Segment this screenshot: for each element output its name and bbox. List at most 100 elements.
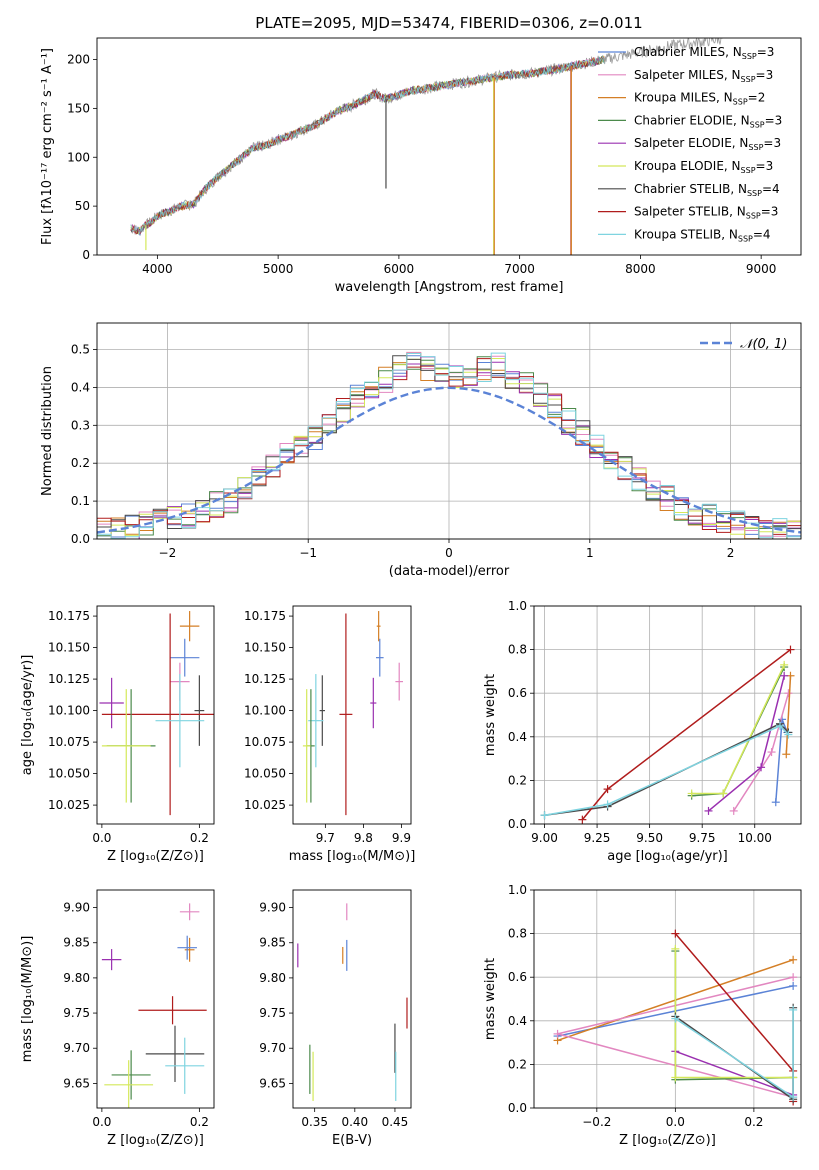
legend-sub: SSP — [738, 234, 753, 243]
y-tick-label: 0.8 — [508, 643, 527, 657]
mass-vs-extinction-chart: 0.35 0.40 0.45 9.65 9.70 9.75 9.80 9.85 9.90 E(B-… — [259, 889, 412, 1148]
axes-frame — [533, 605, 802, 825]
legend-text: Kroupa MILES, N — [634, 91, 733, 105]
histogram-step — [97, 352, 801, 539]
y-axis-label: age [log₁₀(age/yr)] — [20, 655, 35, 776]
axes-frame — [96, 37, 802, 256]
y-tick-label: 10.125 — [244, 672, 286, 686]
model-spectrum-line — [130, 55, 605, 235]
y-tick-label: 0.4 — [71, 380, 90, 394]
axes-frame — [292, 605, 412, 825]
plot-area — [97, 351, 801, 539]
mass-weight-vs-age-chart: 9.00 9.25 9.50 9.75 10.00 0.0 0.2 0.4 0.6 0.8 1.0 a… — [483, 599, 802, 864]
y-tick-label: 0.0 — [508, 1101, 527, 1115]
legend-entry: Salpeter MILES, NSSP=3 — [634, 68, 773, 84]
y-tick-label: 10.050 — [48, 767, 90, 781]
y-tick-label: 200 — [67, 53, 90, 67]
y-tick-label: 0.5 — [71, 343, 90, 357]
weight-line — [544, 724, 789, 817]
legend-suffix: =3 — [761, 205, 779, 219]
weight-line — [674, 1009, 794, 1099]
legend-entry: Kroupa ELODIE, NSSP=3 — [634, 159, 773, 175]
legend-suffix: =3 — [756, 159, 774, 173]
y-tick-label: 100 — [67, 150, 90, 164]
y-tick-label: 1.0 — [508, 883, 527, 897]
x-tick-label: −0.2 — [582, 1115, 611, 1129]
y-tick-label: 10.100 — [48, 704, 90, 718]
y-axis-label: Normed distribution — [40, 366, 55, 496]
x-tick-label: 4000 — [142, 262, 173, 276]
y-tick-label: 10.025 — [48, 798, 90, 812]
legend-text: Chabrier STELIB, N — [634, 182, 747, 196]
y-tick-label: 10.025 — [244, 798, 286, 812]
axes-frame — [96, 889, 215, 1109]
legend-sub: SSP — [742, 52, 757, 61]
plot-area — [553, 929, 798, 1106]
legend-sub: SSP — [746, 212, 761, 221]
gaussian-curve — [97, 386, 801, 534]
weight-line — [674, 933, 794, 1102]
x-tick-label: 10.00 — [738, 831, 772, 845]
legend-suffix: =3 — [756, 68, 774, 82]
y-axis-label: mass weight — [483, 958, 498, 1040]
y-axis-label: Flux [fλ10⁻¹⁷ erg cm⁻² s⁻¹ A⁻¹] — [40, 48, 55, 245]
y-tick-label: 0.6 — [508, 686, 527, 700]
model-spectrum-line — [130, 55, 605, 235]
legend-entry: Kroupa MILES, NSSP=2 — [634, 91, 765, 107]
legend-entry: Chabrier ELODIE, NSSP=3 — [634, 113, 782, 129]
x-tick-label: 9000 — [746, 262, 777, 276]
legend-entry: Salpeter STELIB, NSSP=3 — [634, 205, 778, 221]
y-tick-label: 9.70 — [63, 1041, 90, 1055]
y-tick-label: 0.2 — [508, 773, 527, 787]
legend-entry: 𝒩(0, 1) — [740, 337, 787, 352]
y-tick-label: 0.4 — [508, 1014, 527, 1028]
x-tick-label: 9.75 — [689, 831, 716, 845]
x-tick-label: 9.00 — [531, 831, 558, 845]
legend-suffix: =2 — [748, 91, 766, 105]
model-spectrum-line — [130, 55, 605, 234]
y-tick-label: 0.2 — [508, 1057, 527, 1071]
plot-area — [99, 611, 214, 816]
y-tick-label: 9.90 — [259, 901, 286, 915]
y-tick-label: 0 — [82, 248, 90, 262]
plot-area — [540, 645, 795, 824]
x-tick-label: 8000 — [625, 262, 656, 276]
model-spectrum-line — [130, 56, 605, 234]
y-tick-label: 0.0 — [508, 817, 527, 831]
legend-text: Kroupa ELODIE, N — [634, 159, 741, 173]
legend-text: Salpeter STELIB, N — [634, 205, 746, 219]
legend-suffix: =4 — [753, 227, 771, 241]
y-tick-label: 9.80 — [63, 971, 90, 985]
x-tick-label: 5000 — [263, 262, 294, 276]
legend-entry: Salpeter ELODIE, NSSP=3 — [634, 136, 781, 152]
y-tick-label: 9.75 — [63, 1006, 90, 1020]
x-tick-label: 9.8 — [354, 831, 373, 845]
x-tick-label: 0.2 — [744, 1115, 763, 1129]
x-tick-label: 0.2 — [190, 1115, 209, 1129]
legend-entry: Kroupa STELIB, NSSP=4 — [634, 227, 771, 243]
weight-line — [675, 1050, 794, 1096]
y-tick-label: 0.4 — [508, 730, 527, 744]
x-axis-label: E(B-V) — [332, 1133, 372, 1148]
legend-sub: SSP — [747, 189, 762, 198]
x-tick-label: 2 — [727, 546, 735, 560]
age-vs-mass-chart: 9.7 9.8 9.9 10.025 10.050 10.075 10.100 10.125 1… — [244, 605, 416, 864]
y-tick-label: 0.1 — [71, 494, 90, 508]
x-tick-label: 9.9 — [392, 831, 411, 845]
legend-sub: SSP — [750, 120, 765, 129]
legend-sub: SSP — [741, 166, 756, 175]
x-tick-label: 0.0 — [666, 1115, 685, 1129]
legend-sub: SSP — [733, 98, 748, 107]
y-tick-label: 50 — [75, 199, 90, 213]
legend-sub: SSP — [741, 75, 756, 84]
x-axis-label: Z [log₁₀(Z/Z⊙)] — [619, 1133, 716, 1148]
legend-suffix: =4 — [762, 182, 780, 196]
legend-text: Salpeter ELODIE, N — [634, 136, 748, 150]
y-tick-label: 9.70 — [259, 1041, 286, 1055]
spectrum-chart: 4000 5000 6000 7000 8000 9000 0 50 100 150 200 wave… — [40, 14, 802, 295]
x-tick-label: −2 — [159, 546, 177, 560]
x-tick-label: 1 — [586, 546, 594, 560]
histogram-step — [97, 358, 801, 539]
x-axis-label: mass [log₁₀(M/M⊙)] — [289, 849, 416, 864]
